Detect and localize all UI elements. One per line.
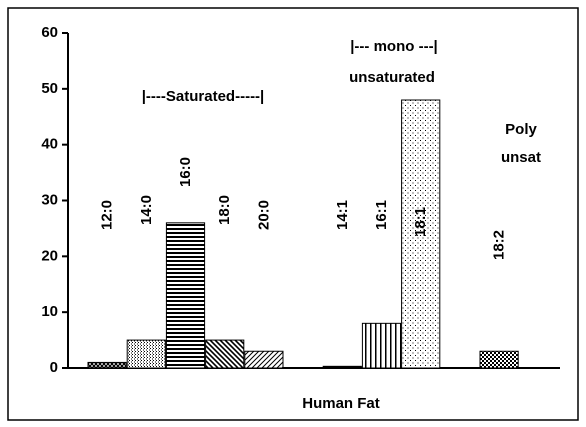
y-tick-label: 60 [41,24,58,41]
y-tick-label: 50 [41,80,58,97]
annotation: |----Saturated-----| [142,88,265,105]
y-tick-label: 0 [50,359,58,376]
bar-label: 20:0 [255,200,272,230]
bar [87,361,127,369]
bar-label: 14:1 [334,200,351,230]
bar [205,339,245,369]
bar-label: 16:0 [177,157,194,187]
bar-label: 18:0 [216,195,233,225]
y-tick-label: 30 [41,191,58,208]
bar [361,322,402,369]
y-tick-label: 20 [41,247,58,264]
y-tick-label: 40 [41,136,58,153]
bar [126,339,166,369]
bar-label: 16:1 [373,200,390,230]
bar-label: 14:0 [138,195,155,225]
annotation: |--- mono ---| [350,38,438,55]
x-axis-label: Human Fat [302,395,380,412]
annotation: Poly [505,121,537,138]
bar [165,222,206,369]
bar [244,350,284,369]
bar-label: 12:0 [99,200,116,230]
annotation: unsat [501,149,541,166]
bar-label: 18:1 [412,207,429,237]
annotation: unsaturated [349,69,435,86]
bar [322,365,362,369]
bar [479,350,519,369]
y-tick-label: 10 [41,303,58,320]
bar [401,99,441,369]
bar-label: 18:2 [491,230,508,260]
